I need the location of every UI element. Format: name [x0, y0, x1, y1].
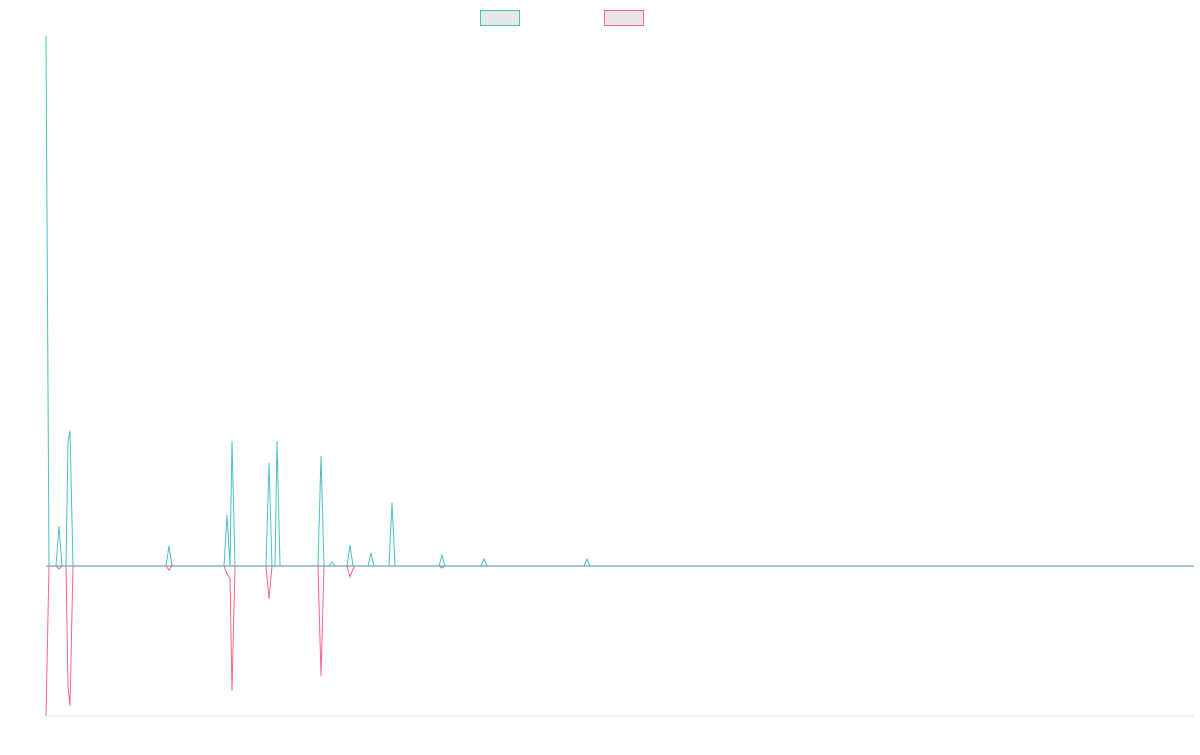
legend-swatch-series-b[interactable] — [604, 10, 644, 26]
series-line-a — [45, 35, 1194, 567]
series-line-b — [45, 565, 1194, 717]
legend-swatch-series-a[interactable] — [480, 10, 520, 26]
